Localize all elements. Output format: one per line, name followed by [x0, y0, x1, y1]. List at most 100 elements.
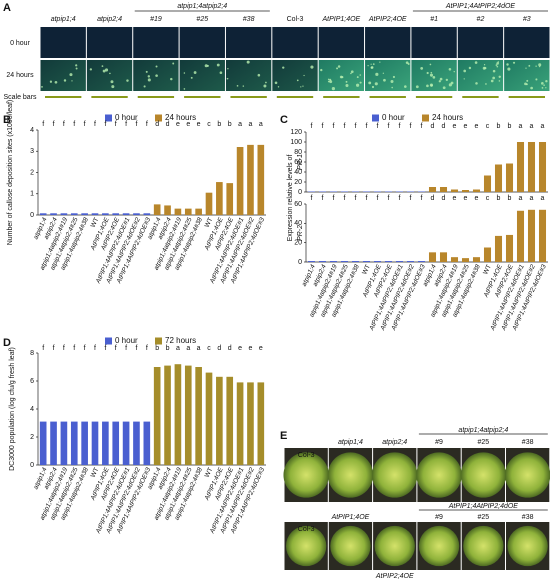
spot: [463, 78, 465, 80]
bar: [329, 261, 338, 262]
spot: [535, 65, 537, 67]
significance-letter: f: [73, 121, 75, 128]
spot: [475, 82, 478, 85]
bar: [153, 204, 161, 215]
spot: [484, 66, 487, 70]
significance-letter: c: [207, 345, 211, 352]
spot: [530, 86, 533, 90]
spot: [442, 86, 446, 90]
bar: [70, 213, 78, 215]
y-tick-label: 0: [298, 189, 302, 196]
photo-label: #9: [435, 514, 443, 521]
column-label: #3: [523, 16, 531, 23]
spot: [183, 88, 186, 90]
spot: [541, 86, 544, 89]
significance-letter: f: [322, 123, 324, 130]
x-tick-label: WT: [204, 217, 215, 229]
spot: [498, 75, 501, 78]
group-label: AtPIP1;4AtPIP2;4dOE: [448, 503, 519, 510]
spot: [453, 70, 455, 73]
column-label: #25: [196, 16, 208, 23]
photo: [86, 27, 133, 58]
significance-letter: f: [366, 195, 368, 202]
significance-letter: f: [344, 195, 346, 202]
significance-letter: f: [333, 195, 335, 202]
spot: [420, 67, 424, 70]
y-tick-label: 40: [294, 169, 302, 176]
bar: [216, 182, 223, 215]
photo: [411, 27, 457, 58]
bar: [195, 367, 202, 465]
bar: [257, 144, 265, 215]
bar: [70, 421, 78, 465]
spot: [345, 84, 349, 88]
significance-letter: a: [197, 345, 201, 352]
spot: [448, 68, 452, 71]
spot: [426, 71, 429, 75]
spot: [110, 80, 114, 84]
significance-letter: f: [410, 123, 412, 130]
significance-letter: e: [464, 195, 468, 202]
significance-letter: a: [530, 123, 534, 130]
significance-letter: e: [475, 123, 479, 130]
spot: [498, 80, 501, 82]
spot: [109, 72, 111, 75]
bar: [428, 187, 437, 192]
significance-letter: f: [146, 345, 148, 352]
significance-letter: f: [344, 123, 346, 130]
spot: [432, 75, 436, 79]
bar: [236, 382, 244, 465]
spot: [170, 77, 173, 81]
panel-label: D: [3, 337, 11, 349]
plant: [374, 525, 415, 567]
spot: [496, 65, 499, 68]
column-label: #38: [243, 16, 255, 23]
spot: [474, 61, 478, 64]
spot: [327, 78, 330, 81]
spot: [541, 82, 544, 85]
y-tick-label: 4: [30, 406, 34, 413]
legend-label: 24 hours: [165, 113, 196, 122]
spot: [111, 85, 115, 89]
significance-letter: c: [486, 195, 490, 202]
spot: [216, 63, 220, 67]
photo-label: #25: [478, 439, 490, 446]
bar: [50, 213, 57, 215]
y-tick-label: 2: [30, 169, 34, 176]
significance-letter: e: [453, 123, 457, 130]
spot: [524, 82, 527, 86]
column-label: atpip2;4: [97, 16, 122, 23]
spot: [392, 75, 396, 79]
panel-label: C: [280, 114, 288, 126]
bar: [340, 261, 349, 262]
significance-letter: f: [63, 121, 65, 128]
bar: [247, 382, 254, 465]
significance-letter: c: [486, 123, 490, 130]
legend-label: 24 hours: [432, 113, 463, 122]
spot: [345, 80, 348, 83]
significance-letter: b: [497, 195, 501, 202]
bar: [340, 191, 349, 192]
legend-label: 0 hour: [115, 113, 138, 122]
significance-letter: b: [217, 121, 221, 128]
bar: [406, 191, 415, 192]
legend-swatch: [422, 114, 429, 122]
bar: [417, 261, 426, 262]
spot: [350, 72, 352, 75]
bar: [472, 257, 481, 262]
spot: [246, 60, 250, 64]
spot: [155, 74, 158, 77]
spot: [274, 81, 278, 85]
y-tick-label: 3: [30, 148, 34, 155]
significance-letter: f: [333, 123, 335, 130]
bar: [122, 213, 130, 215]
bar: [195, 208, 202, 215]
legend-swatch: [372, 114, 379, 122]
bar: [505, 163, 514, 192]
significance-letter: f: [53, 121, 55, 128]
photo-label: #38: [522, 514, 534, 521]
significance-letter: f: [355, 123, 357, 130]
significance-letter: f: [115, 121, 117, 128]
y-axis-label: PR-1: [297, 154, 304, 170]
